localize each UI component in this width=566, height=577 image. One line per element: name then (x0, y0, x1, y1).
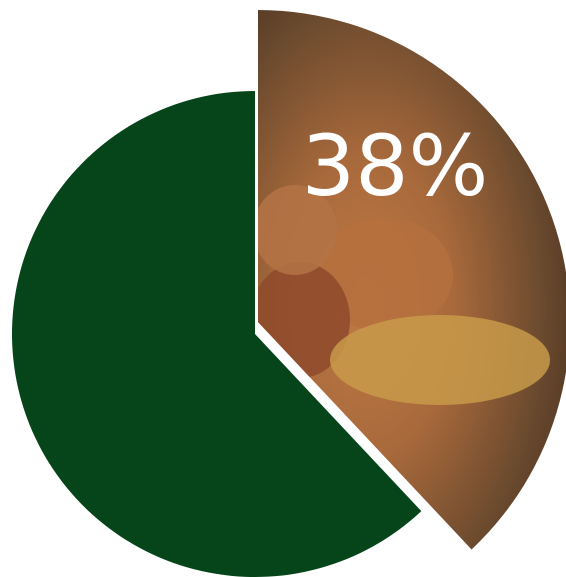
photo-shape (258, 185, 337, 275)
value-label: 38% (302, 117, 489, 215)
photo-shape (330, 315, 550, 405)
pie-slice (11, 91, 422, 577)
photo-shape (317, 218, 453, 332)
